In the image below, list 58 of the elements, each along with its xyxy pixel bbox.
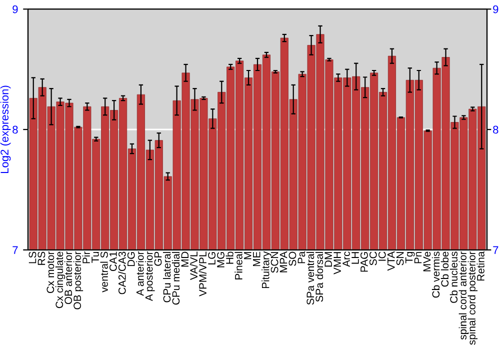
x-tick-label: CA1 <box>109 252 117 272</box>
x-tick-label: LG <box>208 252 216 264</box>
x-tick-label: VA/VL <box>190 252 198 280</box>
x-tick-label: MD <box>181 252 188 267</box>
x-tick-label: IC <box>378 252 386 261</box>
x-tick-label: Tg <box>405 252 415 264</box>
x-tick-label: Pituitary <box>262 251 272 288</box>
x-tick-label: CPu medial <box>172 252 180 305</box>
x-tick-label: LH <box>352 252 359 264</box>
x-tick-label: VPM/VPL <box>198 252 207 296</box>
x-tick-label: SC <box>369 252 377 266</box>
x-tick-label: CA2/CA3 <box>118 252 126 294</box>
x-tick-label: Arc <box>342 252 350 267</box>
x-tick-label: DM <box>324 252 332 267</box>
x-tick-label: GP <box>154 252 162 266</box>
x-tick-label: M <box>244 252 252 260</box>
x-tick-label: Pir <box>82 251 90 264</box>
x-tick-label: SCN <box>270 252 278 273</box>
y-tick-label: 9 <box>12 5 18 14</box>
x-tick-label: VMH <box>334 252 341 274</box>
x-tick-label: Cx motor <box>46 251 54 294</box>
x-tick-label: A posterior <box>145 251 155 302</box>
x-tick-label: SO <box>288 252 296 266</box>
y2-tick-label: 7 <box>493 246 498 254</box>
x-tick-label: MPA <box>280 251 288 272</box>
y-tick-label: 7 <box>12 246 18 254</box>
x-tick-label: Cb nucleus <box>450 252 458 303</box>
x-tick-label: VTA <box>388 251 395 271</box>
x-tick-label: PAG <box>360 252 368 272</box>
x-tick-label: Cb vermis <box>432 252 440 298</box>
x-tick-label: spinal cord anterior <box>458 251 469 340</box>
x-tick-label: Hb <box>226 252 234 264</box>
x-tick-label: spinal cord posterior <box>468 251 478 345</box>
x-tick-label: Pa <box>298 251 306 264</box>
y2-tick-label: 9 <box>493 5 498 14</box>
x-tick-label: Cx cingulate <box>55 252 66 308</box>
x-tick-label: Pineal <box>234 252 242 280</box>
x-tick-label: Retina <box>476 251 484 281</box>
x-tick-label: LS <box>28 252 36 264</box>
y2-tick-label: 8 <box>493 126 498 134</box>
x-tick-label: RS <box>38 252 46 265</box>
x-tick-label: A anterior <box>136 251 144 296</box>
x-tick-label: OB anterior <box>64 251 72 304</box>
x-tick-label: Tu <box>92 252 99 263</box>
y-axis-title: Log2 (expression) <box>0 86 11 174</box>
x-tick-label: MVe <box>423 252 431 272</box>
x-tick-label: OB posterior <box>73 251 84 310</box>
x-tick-label: Cb lobe <box>440 252 449 287</box>
x-tick-label: SPa ventral <box>306 252 314 305</box>
x-tick-label: SPa dorsal <box>315 252 324 302</box>
x-tick-label: DG <box>127 252 135 266</box>
y-tick-label: 8 <box>12 126 18 134</box>
x-tick-label: Pn <box>414 252 422 264</box>
x-tick-label: ventral S <box>100 252 108 292</box>
x-tick-label: SN <box>396 252 404 266</box>
x-tick-label: MG <box>217 252 224 268</box>
x-tick-label: ME <box>253 252 260 266</box>
x-tick-label: CPu lateral <box>162 252 171 302</box>
